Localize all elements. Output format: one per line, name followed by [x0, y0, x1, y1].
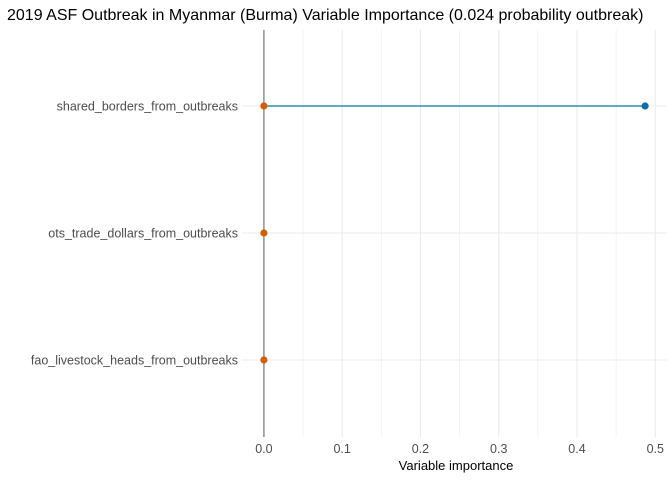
y-axis-labels: shared_borders_from_outbreaks ots_trade_d… [31, 100, 238, 368]
lollipop-base-point [260, 356, 268, 364]
x-tick-label: 0.4 [568, 442, 585, 456]
x-tick-label: 0.2 [412, 442, 429, 456]
x-tick-label: 0.5 [647, 442, 664, 456]
lollipop-base-point [260, 102, 268, 110]
lollipop-base-point [260, 229, 268, 237]
x-axis-title: Variable importance [399, 458, 514, 473]
marks [260, 102, 649, 364]
lollipop-point [641, 102, 649, 110]
x-tick-label: 0.0 [255, 442, 272, 456]
x-tick-label: 0.3 [490, 442, 507, 456]
y-tick-label: ots_trade_dollars_from_outbreaks [48, 227, 238, 241]
x-tick-label: 0.1 [333, 442, 350, 456]
chart-title: 2019 ASF Outbreak in Myanmar (Burma) Var… [7, 7, 643, 24]
y-tick-label: fao_livestock_heads_from_outbreaks [31, 354, 238, 368]
x-axis-labels: 0.0 0.1 0.2 0.3 0.4 0.5 [255, 442, 664, 456]
grid [242, 30, 667, 437]
y-tick-label: shared_borders_from_outbreaks [57, 100, 238, 114]
